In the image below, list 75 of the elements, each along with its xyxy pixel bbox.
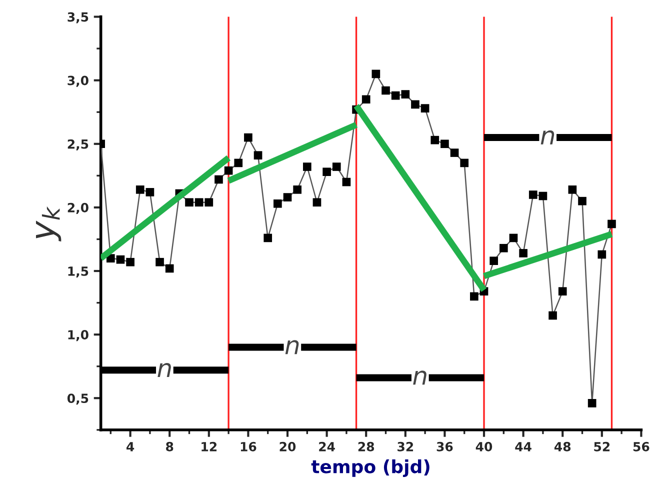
- x-tick-label: 4: [126, 442, 134, 452]
- point: [293, 185, 302, 194]
- point: [274, 199, 282, 208]
- y-tick-label: 3,0: [68, 76, 88, 87]
- point: [460, 158, 469, 168]
- point: [528, 190, 538, 199]
- y-axis-title: y$_{k}$: [36, 206, 62, 242]
- point: [548, 311, 557, 320]
- point: [312, 198, 322, 207]
- x-tick-label: 8: [166, 442, 174, 452]
- y-tick-label: 3,5: [68, 12, 88, 24]
- x-tick-label: 28: [358, 442, 374, 452]
- series-label: n: [158, 363, 171, 378]
- point: [254, 151, 262, 160]
- y-tick-label: 1,0: [68, 330, 88, 342]
- x-axis-title: tempo (bjd): [311, 459, 430, 477]
- y-tick-label: 1,5: [68, 266, 88, 278]
- point: [362, 95, 370, 104]
- point: [342, 178, 351, 186]
- point: [214, 175, 223, 184]
- point: [490, 256, 498, 265]
- point: [372, 70, 380, 78]
- point: [224, 166, 233, 175]
- point: [578, 196, 586, 206]
- point: [450, 148, 459, 157]
- x-tick-label: 32: [398, 442, 414, 452]
- point: [302, 162, 312, 171]
- point: [126, 258, 134, 266]
- x-tick-label: 56: [633, 442, 650, 452]
- x-tick-label: 36: [436, 442, 453, 452]
- x-tick-label: 20: [280, 442, 296, 452]
- point: [244, 133, 252, 142]
- point: [194, 198, 204, 207]
- point: [116, 255, 125, 264]
- y-tick-label: 2,5: [68, 139, 88, 150]
- point: [185, 198, 194, 207]
- point: [165, 264, 174, 273]
- point: [322, 168, 331, 176]
- point: [146, 188, 154, 196]
- series-label: n: [540, 130, 554, 144]
- point: [156, 258, 164, 266]
- x-tick-label: 52: [594, 442, 610, 452]
- point: [608, 220, 616, 228]
- point: [430, 136, 440, 144]
- point: [411, 100, 420, 109]
- point: [391, 91, 400, 100]
- point: [382, 86, 390, 95]
- point: [234, 158, 243, 168]
- point: [558, 287, 567, 296]
- point: [519, 249, 528, 258]
- series-label: n: [413, 370, 426, 385]
- point: [332, 162, 341, 171]
- point: [264, 234, 272, 242]
- point: [598, 250, 606, 259]
- x-tick-label: 24: [319, 442, 335, 452]
- y-tick-label: 2,0: [68, 202, 88, 214]
- x-tick-label: 44: [515, 442, 532, 452]
- point: [420, 104, 430, 112]
- x-tick-label: 40: [476, 442, 492, 452]
- y-tick-label: 0,5: [67, 394, 88, 405]
- x-tick-label: 12: [202, 442, 217, 452]
- point: [440, 140, 449, 148]
- point: [401, 90, 410, 98]
- point: [588, 399, 596, 408]
- point: [204, 198, 214, 207]
- point: [470, 292, 478, 301]
- x-tick-label: 16: [240, 442, 256, 452]
- point: [538, 192, 548, 200]
- point: [568, 185, 577, 194]
- point: [283, 193, 292, 202]
- x-tick-label: 48: [554, 442, 571, 452]
- point: [509, 234, 518, 242]
- point: [499, 244, 508, 252]
- point: [136, 185, 144, 194]
- series-label: n: [285, 340, 299, 354]
